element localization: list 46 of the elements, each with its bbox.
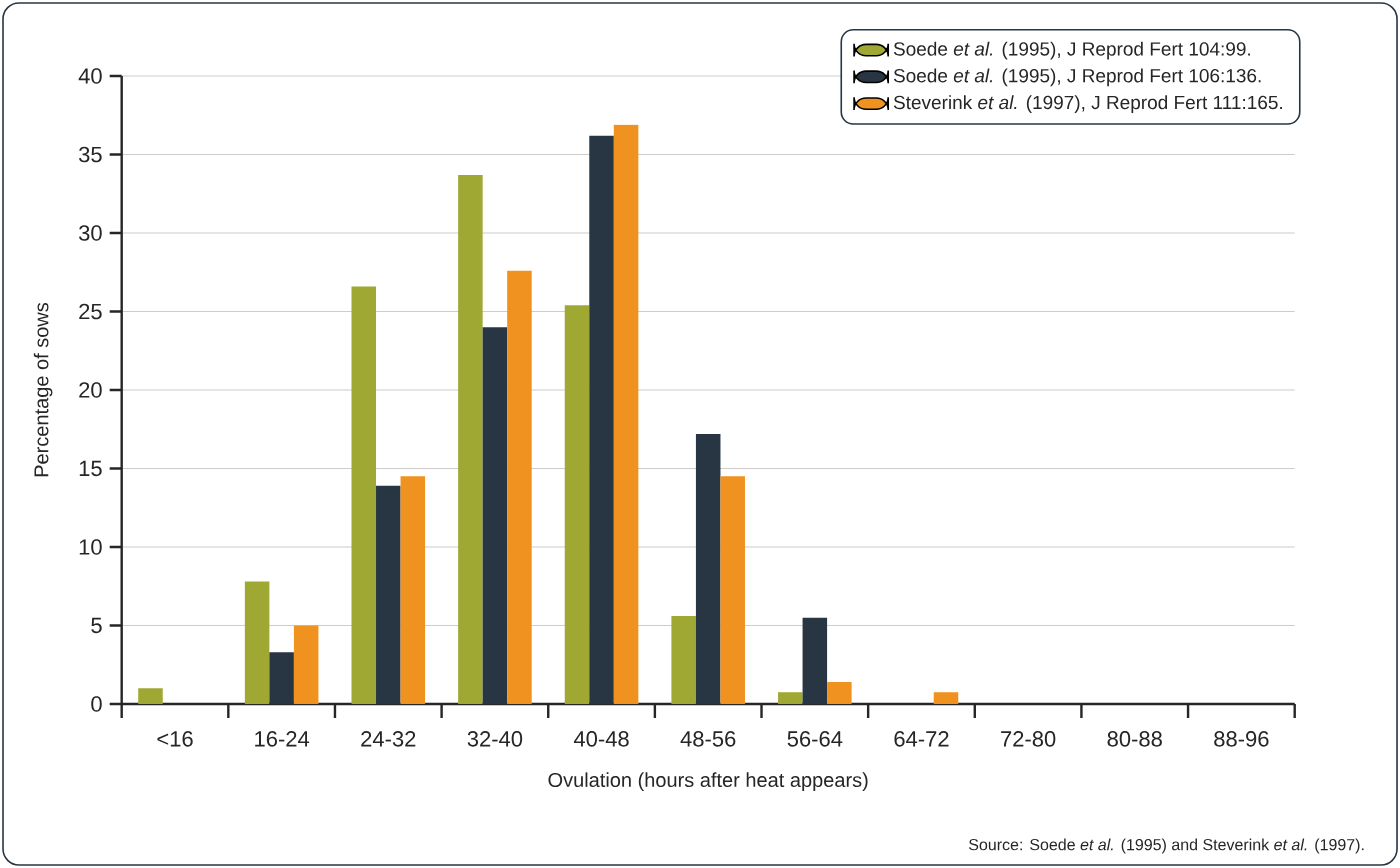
legend-label: Soede et al. (1995), J Reprod Fert 106:136. <box>893 68 1261 87</box>
bar <box>458 174 483 704</box>
y-axis-title: Percentage of sows <box>33 302 53 477</box>
bar <box>671 616 696 704</box>
x-tick-label: 40-48 <box>573 731 629 747</box>
y-tick-label: 20 <box>79 382 102 398</box>
bar <box>244 581 270 704</box>
legend-label: Soede et al. (1995), J Reprod Fert 104:99. <box>893 41 1250 60</box>
x-tick-label: 48-56 <box>680 731 736 747</box>
bar <box>802 617 828 704</box>
bar <box>482 327 508 704</box>
bar <box>376 485 401 704</box>
bar <box>351 286 377 704</box>
bar <box>827 682 852 704</box>
x-tick-label: 24-32 <box>361 731 416 747</box>
x-tick-label: 64-72 <box>894 731 949 747</box>
x-tick-label: 72-80 <box>1001 731 1056 747</box>
x-tick-label: 80-88 <box>1107 731 1162 747</box>
bar <box>720 476 745 704</box>
x-tick-label: 56-64 <box>787 731 843 747</box>
bar <box>400 476 426 704</box>
y-tick-label: 0 <box>91 696 102 712</box>
bar <box>293 625 319 704</box>
y-tick-label: 15 <box>79 460 102 477</box>
bar <box>695 433 721 704</box>
bar <box>564 305 590 704</box>
bar <box>778 692 803 704</box>
bar <box>933 692 959 704</box>
x-tick-label: 88-96 <box>1214 731 1269 747</box>
x-tick-label: <16 <box>157 731 193 747</box>
x-axis-title: Ovulation (hours after heat appears) <box>548 772 868 792</box>
y-tick-label: 30 <box>79 225 102 241</box>
source-note: Source: Soede et al. (1995) and Steverink et al. (1997). <box>968 838 1364 854</box>
bar <box>269 652 294 704</box>
x-tick-label: 16-24 <box>255 731 310 747</box>
x-tick-label: 32-40 <box>467 731 523 747</box>
legend-label: Steverink et al. (1997), J Reprod Fert 111:165. <box>893 95 1282 113</box>
y-tick-label: 40 <box>78 68 102 84</box>
y-tick-label: 25 <box>79 303 102 320</box>
y-tick-label: 35 <box>79 146 102 163</box>
bar <box>613 124 639 704</box>
bar <box>138 688 163 704</box>
y-tick-label: 10 <box>79 539 102 555</box>
bar <box>507 270 532 704</box>
y-tick-label: 5 <box>91 617 102 634</box>
bar <box>589 135 614 704</box>
